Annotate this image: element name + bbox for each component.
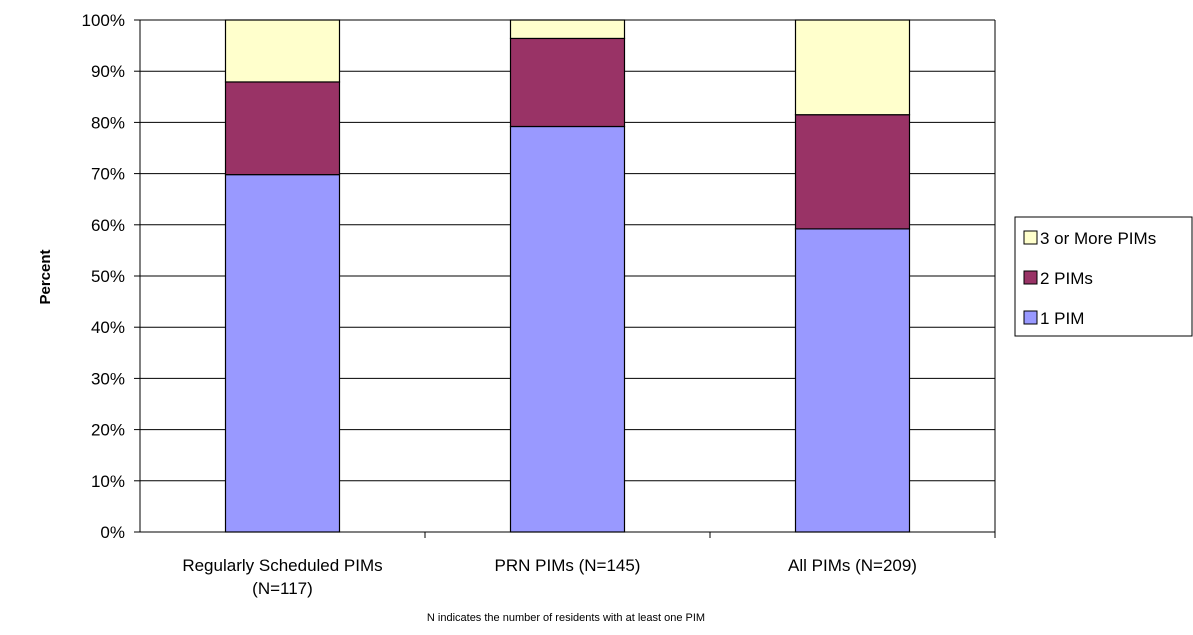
bar-segment <box>509 125 626 533</box>
bar-segment <box>224 81 341 176</box>
legend-label: 2 PIMs <box>1040 269 1093 288</box>
y-tick-label: 80% <box>91 113 125 132</box>
axes: 0% 10% 20% 30% 40% 50% 60% 70% 80% 90% 100% Regular… <box>82 11 996 598</box>
legend-label: 3 or More PIMs <box>1040 229 1156 248</box>
footnote: N indicates the number of residents with… <box>427 612 705 624</box>
y-tick-label: 70% <box>91 165 125 184</box>
y-tick-label: 100% <box>82 11 125 30</box>
y-tick-label: 40% <box>91 318 125 337</box>
bar-segment <box>509 19 626 40</box>
x-tick-label: (N=117) <box>252 579 313 598</box>
legend-box <box>1014 216 1193 337</box>
bar-segment <box>794 19 911 116</box>
y-tick-label: 20% <box>91 421 125 440</box>
y-tick-label: 60% <box>91 216 125 235</box>
y-tick-label: 0% <box>100 523 125 542</box>
bars <box>224 19 911 533</box>
x-tick-label: PRN PIMs (N=145) <box>495 556 641 575</box>
y-tick-label: 30% <box>91 369 125 388</box>
y-axis-label: Percent <box>37 249 54 304</box>
bar-segment <box>794 114 911 230</box>
bar-segment <box>794 228 911 533</box>
legend-swatch <box>1023 270 1038 285</box>
legend: 3 or More PIMs 2 PIMs 1 PIM <box>1014 216 1193 337</box>
y-tick-label: 50% <box>91 267 125 286</box>
bar-segment <box>224 19 341 83</box>
legend-label: 1 PIM <box>1040 309 1084 328</box>
y-tick-label: 90% <box>91 62 125 81</box>
y-tick-label: 10% <box>91 472 125 491</box>
legend-swatch <box>1023 230 1038 245</box>
x-tick-label: All PIMs (N=209) <box>788 556 917 575</box>
bar-segment <box>509 37 626 128</box>
bar-segment <box>224 174 341 533</box>
legend-swatch <box>1023 310 1038 325</box>
x-tick-label: Regularly Scheduled PIMs <box>182 556 382 575</box>
